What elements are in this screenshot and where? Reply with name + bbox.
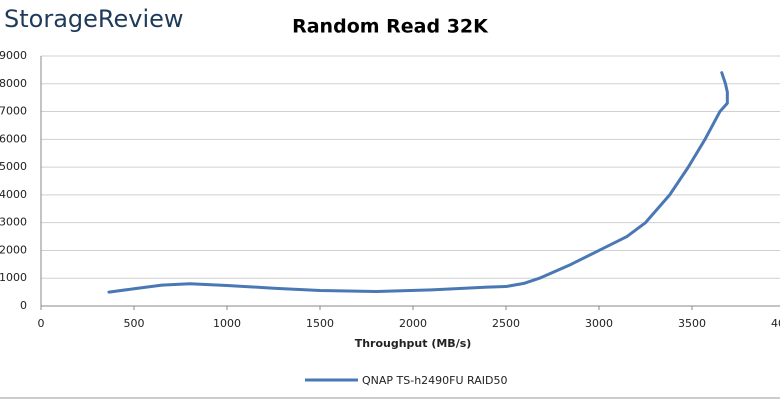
- x-axis-label: Throughput (MB/s): [355, 337, 472, 350]
- y-tick-label: 6000: [0, 132, 27, 145]
- y-tick-label: 0: [20, 299, 27, 312]
- brand-logo: StorageReview: [4, 5, 184, 33]
- x-tick-label: 1000: [213, 317, 241, 330]
- x-tick-label: 2000: [399, 317, 427, 330]
- x-tick-label: 4000: [771, 317, 780, 330]
- x-tick-label: 2500: [492, 317, 520, 330]
- legend-label: QNAP TS-h2490FU RAID50: [362, 374, 508, 387]
- y-tick-label: 4000: [0, 188, 27, 201]
- chart-title: Random Read 32K: [292, 16, 489, 38]
- x-tick-label: 0: [38, 317, 45, 330]
- y-tick-label: 9000: [0, 49, 27, 62]
- y-tick-label: 1000: [0, 271, 27, 284]
- y-tick-label: 3000: [0, 216, 27, 229]
- data-line: [107, 71, 729, 294]
- x-tick-label: 1500: [306, 317, 334, 330]
- x-tick-label: 3000: [585, 317, 613, 330]
- y-tick-label: 7000: [0, 105, 27, 118]
- y-tick-label: 2000: [0, 243, 27, 256]
- y-tick-label: 8000: [0, 77, 27, 90]
- x-tick-label: 500: [124, 317, 145, 330]
- x-tick-label: 3500: [678, 317, 706, 330]
- y-tick-label: 5000: [0, 160, 27, 173]
